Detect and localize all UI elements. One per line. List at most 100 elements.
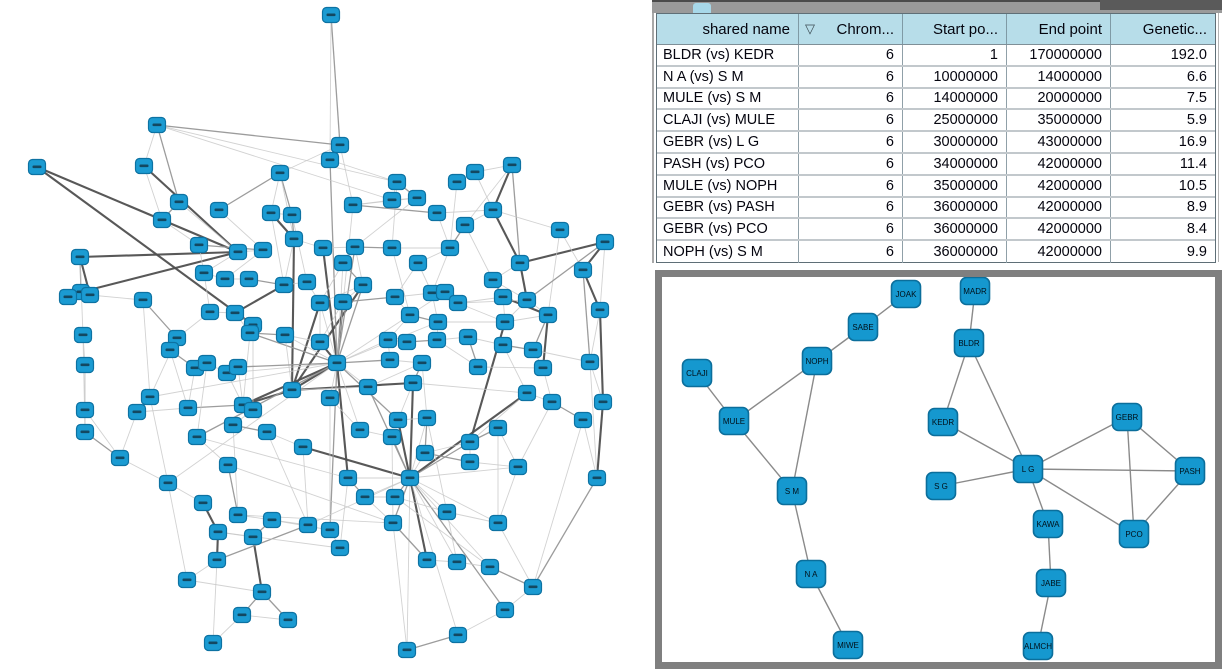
subnetwork-node-almch[interactable]: ALMCH <box>1022 631 1054 661</box>
network-node[interactable] <box>228 243 248 261</box>
network-node[interactable] <box>58 288 78 306</box>
network-node[interactable] <box>378 331 398 349</box>
network-node[interactable] <box>147 116 167 134</box>
table-row[interactable]: MULE (vs) NOPH 6 35000000 42000000 10.5 <box>657 175 1215 198</box>
network-node[interactable] <box>194 264 214 282</box>
network-node[interactable] <box>523 578 543 596</box>
network-node[interactable] <box>232 606 252 624</box>
network-node[interactable] <box>355 488 375 506</box>
network-node[interactable] <box>243 528 263 546</box>
network-node[interactable] <box>383 514 403 532</box>
network-node[interactable] <box>493 336 513 354</box>
network-node[interactable] <box>523 341 543 359</box>
network-node[interactable] <box>253 241 273 259</box>
table-row[interactable]: GEBR (vs) PCO 6 36000000 42000000 8.4 <box>657 219 1215 242</box>
network-node[interactable] <box>320 151 340 169</box>
subnetwork-node-pash[interactable]: PASH <box>1174 456 1206 486</box>
network-node[interactable] <box>75 356 95 374</box>
subnetwork-node-n-a[interactable]: N A <box>795 559 827 589</box>
network-node[interactable] <box>508 458 528 476</box>
network-node[interactable] <box>448 294 468 312</box>
network-node[interactable] <box>284 230 304 248</box>
table-row[interactable]: N A (vs) S M 6 10000000 14000000 6.6 <box>657 66 1215 89</box>
network-node[interactable] <box>239 270 259 288</box>
network-node[interactable] <box>274 276 294 294</box>
network-node[interactable] <box>313 239 333 257</box>
network-node[interactable] <box>397 641 417 659</box>
network-node[interactable] <box>327 354 347 372</box>
network-node[interactable] <box>595 233 615 251</box>
network-node[interactable] <box>542 393 562 411</box>
network-node[interactable] <box>573 411 593 429</box>
network-node[interactable] <box>483 201 503 219</box>
network-node[interactable] <box>127 403 147 421</box>
subnetwork-node-pco[interactable]: PCO <box>1118 519 1150 549</box>
network-node[interactable] <box>338 469 358 487</box>
network-node[interactable] <box>580 353 600 371</box>
subnetwork-node-joak[interactable]: JOAK <box>890 279 922 309</box>
table-scrollbar-track[interactable] <box>1218 13 1219 262</box>
network-node[interactable] <box>240 324 260 342</box>
network-node[interactable] <box>110 449 130 467</box>
network-node[interactable] <box>397 333 417 351</box>
network-node[interactable] <box>262 511 282 529</box>
network-node[interactable] <box>243 401 263 419</box>
network-node[interactable] <box>428 313 448 331</box>
network-node[interactable] <box>382 428 402 446</box>
network-node[interactable] <box>75 423 95 441</box>
subnetwork-node-bldr[interactable]: BLDR <box>953 328 985 358</box>
overview-network-canvas[interactable] <box>0 0 652 669</box>
network-node[interactable] <box>385 488 405 506</box>
table-row[interactable]: NOPH (vs) S M 6 36000000 42000000 9.9 <box>657 241 1215 263</box>
network-node[interactable] <box>427 204 447 222</box>
column-header-end-point[interactable]: End point <box>1007 14 1111 44</box>
network-node[interactable] <box>417 409 437 427</box>
table-row[interactable]: CLAJI (vs) MULE 6 25000000 35000000 5.9 <box>657 110 1215 133</box>
network-node[interactable] <box>407 189 427 207</box>
network-node[interactable] <box>152 211 172 229</box>
network-node[interactable] <box>538 306 558 324</box>
network-node[interactable] <box>320 521 340 539</box>
subnetwork-node-jabe[interactable]: JABE <box>1035 568 1067 598</box>
network-node[interactable] <box>282 381 302 399</box>
network-node[interactable] <box>223 416 243 434</box>
panel-tab[interactable] <box>693 3 711 13</box>
network-node[interactable] <box>218 456 238 474</box>
network-node[interactable] <box>310 333 330 351</box>
network-node[interactable] <box>440 239 460 257</box>
network-node[interactable] <box>228 358 248 376</box>
subnetwork-node-l-g[interactable]: L G <box>1012 454 1044 484</box>
network-node[interactable] <box>587 469 607 487</box>
network-node[interactable] <box>27 158 47 176</box>
network-node[interactable] <box>225 304 245 322</box>
network-node[interactable] <box>400 469 420 487</box>
network-node[interactable] <box>465 163 485 181</box>
network-node[interactable] <box>297 273 317 291</box>
network-node[interactable] <box>140 388 160 406</box>
network-node[interactable] <box>510 254 530 272</box>
network-node[interactable] <box>310 294 330 312</box>
network-node[interactable] <box>330 136 350 154</box>
network-node[interactable] <box>209 201 229 219</box>
network-node[interactable] <box>447 553 467 571</box>
subnetwork-node-kedr[interactable]: KEDR <box>927 407 959 437</box>
network-node[interactable] <box>193 494 213 512</box>
network-node[interactable] <box>178 399 198 417</box>
network-node[interactable] <box>333 254 353 272</box>
network-node[interactable] <box>385 288 405 306</box>
network-node[interactable] <box>80 286 100 304</box>
network-node[interactable] <box>345 238 365 256</box>
subnetwork-node-miwe[interactable]: MIWE <box>832 630 864 660</box>
subnetwork-canvas[interactable]: JOAK MADR SABE BLDR NOPH CLAJI MULE KEDR GEBR L G… <box>662 277 1215 662</box>
network-node[interactable] <box>298 516 318 534</box>
network-node[interactable] <box>330 539 350 557</box>
network-node[interactable] <box>483 271 503 289</box>
network-node[interactable] <box>517 291 537 309</box>
subnetwork-node-mule[interactable]: MULE <box>718 406 750 436</box>
network-node[interactable] <box>261 204 281 222</box>
network-node[interactable] <box>208 523 228 541</box>
subnetwork-node-claji[interactable]: CLAJI <box>681 358 713 388</box>
subnetwork-node-sabe[interactable]: SABE <box>847 312 879 342</box>
network-node[interactable] <box>197 354 217 372</box>
network-node[interactable] <box>400 306 420 324</box>
